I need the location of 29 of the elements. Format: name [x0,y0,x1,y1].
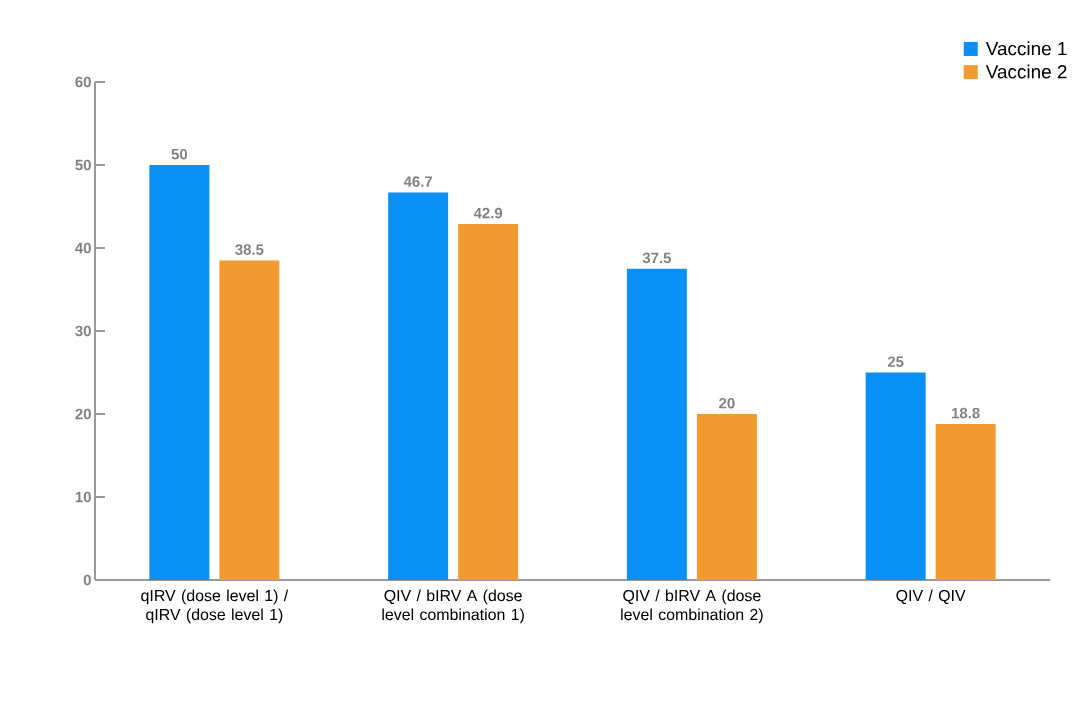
data-label: 46.7 [403,176,433,187]
data-label: 50 [171,148,188,160]
bar [865,372,926,580]
legend-label: Vaccine 1 [985,41,1067,56]
data-label: 42.9 [473,207,503,219]
data-label: 20 [719,397,735,409]
y-tick-label: 20 [75,408,91,420]
data-label: 38.5 [235,244,264,255]
legend-label: Vaccine 2 [985,64,1067,79]
x-tick-label: QIV / QIV [896,589,966,605]
y-tick-label: 30 [75,325,91,337]
bar [626,268,687,580]
x-tick-label: QIV / bIRV A (dose level combination 2) [621,589,763,624]
bar [149,164,210,580]
y-tick-label: 50 [75,159,91,171]
data-label: 37.5 [642,252,671,264]
x-tick-label: qIRV (dose level 1) / qIRV (dose level 1) [141,589,289,624]
bar [219,260,280,580]
bar [935,423,996,580]
bar [388,192,449,580]
bar [458,223,519,580]
data-label: 18.8 [952,407,980,419]
y-tick-label: 10 [75,491,91,503]
y-tick-label: 40 [75,242,91,254]
x-tick-label: QIV / bIRV A (dose level combination 1) [382,589,524,624]
data-label: 25 [887,356,904,367]
y-tick-label: 60 [75,76,91,88]
bar [696,413,757,580]
y-tick-label: 0 [83,574,91,586]
